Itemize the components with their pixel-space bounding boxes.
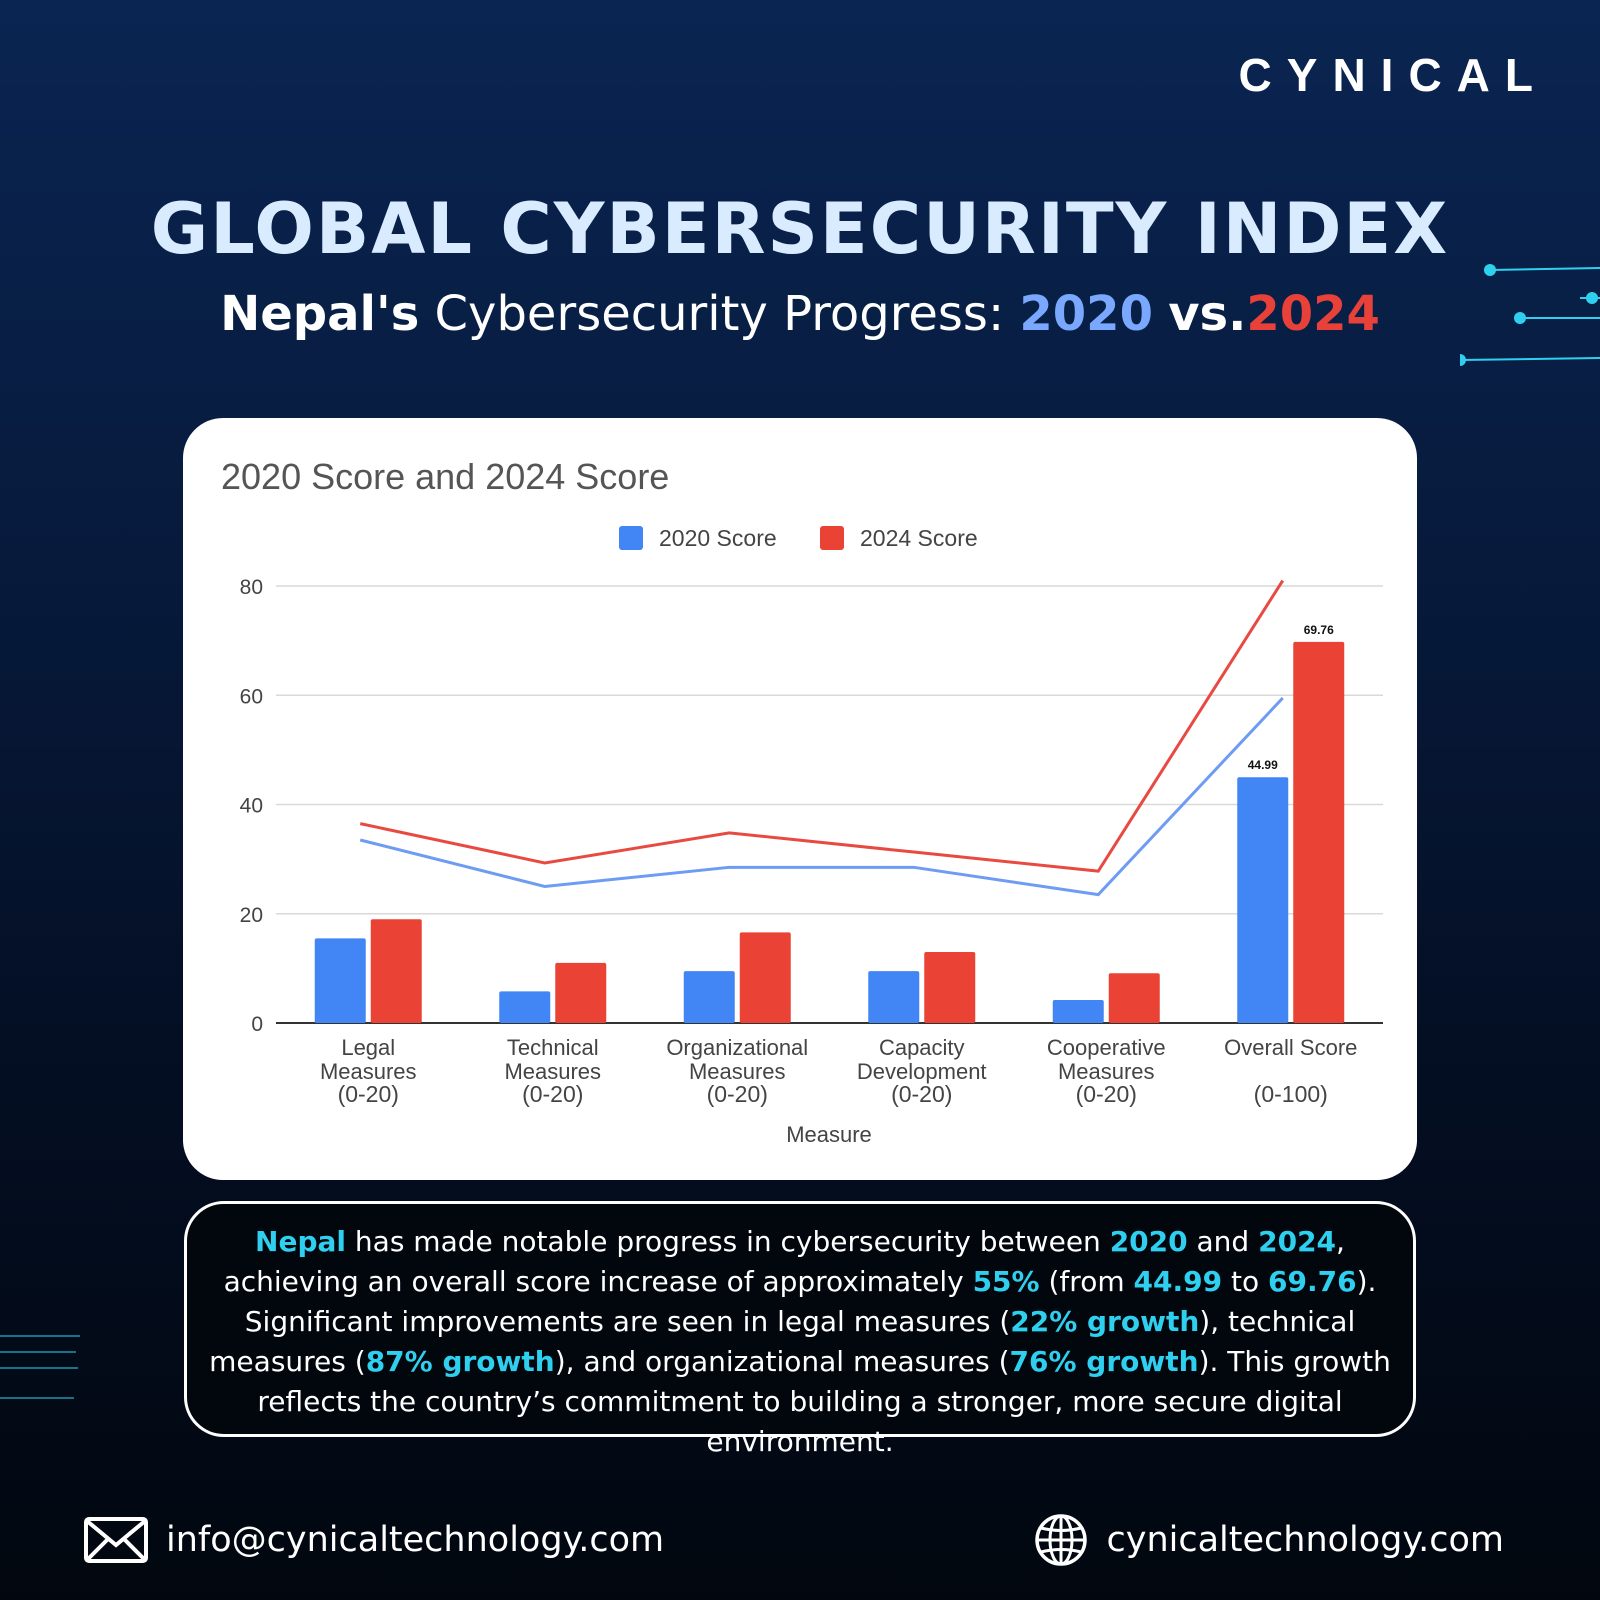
y-tick-label: 80	[240, 576, 263, 599]
bar-2020-1	[499, 991, 551, 1023]
chart-card: 2020 Score and 2024 Score 2020 Score 2024 …	[183, 418, 1417, 1180]
summary-text: Nepal has made notable progress in cyber…	[207, 1222, 1393, 1462]
summary-highlight: 22% growth	[1010, 1305, 1200, 1338]
legend-label-2020: 2020 Score	[659, 525, 777, 551]
x-tick-range: (0-20)	[522, 1081, 583, 1107]
summary-box: Nepal has made notable progress in cyber…	[184, 1201, 1416, 1458]
subtitle-year-2020: 2020	[1019, 286, 1153, 342]
summary-fragment: ). Significant improvements are seen in …	[244, 1265, 1377, 1338]
page-title: GLOBAL CYBERSECURITY INDEX	[150, 188, 1450, 270]
summary-highlight: 76% growth	[1009, 1345, 1199, 1378]
summary-fragment: (from	[1039, 1265, 1134, 1298]
line-decoration-left	[0, 1335, 80, 1399]
y-tick-label: 40	[240, 795, 263, 818]
summary-fragment: has made notable progress in cybersecuri…	[346, 1225, 1110, 1258]
trend-line-2020	[359, 696, 1284, 897]
data-label: 44.99	[1248, 758, 1278, 772]
footer-email[interactable]: info@cynicaltechnology.com	[84, 1510, 664, 1570]
circuit-decoration-right	[1460, 264, 1600, 366]
chart-title: 2020 Score and 2024 Score	[221, 456, 669, 497]
x-tick-label: Cooperative	[1047, 1035, 1166, 1060]
bar-2020-0	[314, 938, 366, 1023]
summary-fragment: ), and organizational measures (	[554, 1345, 1010, 1378]
summary-highlight: Nepal	[255, 1225, 347, 1258]
bar-2020-3	[868, 971, 920, 1023]
x-tick-label: Legal	[341, 1035, 395, 1060]
x-tick-range: (0-20)	[1076, 1081, 1137, 1107]
summary-fragment: ), technical measures (	[209, 1305, 1356, 1378]
x-tick-label: Overall Score	[1224, 1035, 1357, 1060]
subtitle-mid: Cybersecurity Progress:	[434, 286, 1005, 342]
email-text[interactable]: info@cynicaltechnology.com	[166, 1520, 665, 1560]
x-axis-title: Measure	[786, 1122, 872, 1147]
legend-label-2024: 2024 Score	[860, 525, 978, 551]
legend-swatch-2020	[619, 526, 643, 550]
bar-2020-4	[1052, 1000, 1104, 1023]
page-subtitle: Nepal's Cybersecurity Progress: 2020 vs.…	[0, 286, 1600, 342]
x-tick-range: (0-20)	[338, 1081, 399, 1107]
x-tick-label: Measures	[504, 1059, 601, 1084]
x-tick-label: Measures	[320, 1059, 417, 1084]
data-label: 69.76	[1304, 623, 1334, 637]
x-tick-label: Technical	[507, 1035, 599, 1060]
trend-line-2024	[359, 579, 1285, 873]
summary-fragment: and	[1187, 1225, 1259, 1258]
summary-fragment: , achieving an overall score increase of…	[223, 1225, 1345, 1298]
x-tick-range: (0-20)	[891, 1081, 952, 1107]
brand-logo: CYNICAL	[1238, 49, 1548, 101]
summary-highlight: 87% growth	[365, 1345, 555, 1378]
bar-2024-0	[370, 919, 422, 1023]
subtitle-vs: vs.	[1168, 286, 1247, 342]
summary-highlight: 69.76	[1268, 1265, 1357, 1298]
legend-swatch-2024	[820, 526, 844, 550]
summary-fragment: to	[1222, 1265, 1268, 1298]
subtitle-country: Nepal's	[220, 286, 420, 342]
bar-2024-4	[1108, 973, 1160, 1023]
bar-2024-5	[1293, 641, 1345, 1023]
globe-icon	[1035, 1514, 1088, 1566]
bar-2024-1	[555, 962, 607, 1023]
y-tick-label: 0	[251, 1013, 263, 1036]
summary-highlight: 55%	[972, 1265, 1040, 1298]
x-tick-label: Development	[857, 1059, 987, 1084]
x-tick-label: Organizational	[666, 1035, 808, 1060]
score-chart: 2020 Score and 2024 Score 2020 Score 2024 …	[221, 456, 1383, 1147]
x-tick-label: Measures	[689, 1059, 786, 1084]
bar-2024-2	[739, 932, 791, 1023]
x-tick-range: (0-100)	[1254, 1081, 1328, 1107]
summary-fragment: ). This growth reflects the country’s co…	[257, 1345, 1391, 1458]
bar-2020-5	[1237, 777, 1289, 1023]
website-text[interactable]: cynicaltechnology.com	[1106, 1520, 1504, 1560]
bar-2024-3	[924, 951, 976, 1023]
summary-highlight: 2024	[1258, 1225, 1337, 1258]
x-tick-range: (0-20)	[707, 1081, 768, 1107]
bar-2020-2	[683, 971, 735, 1023]
y-tick-label: 60	[240, 685, 263, 708]
y-tick-label: 20	[240, 904, 263, 927]
mail-icon	[84, 1517, 148, 1563]
summary-highlight: 44.99	[1133, 1265, 1223, 1298]
footer-website[interactable]: cynicaltechnology.com	[1034, 1510, 1504, 1570]
x-tick-label: Measures	[1058, 1059, 1155, 1084]
subtitle-year-2024: 2024	[1246, 286, 1380, 342]
summary-highlight: 2020	[1109, 1225, 1188, 1258]
x-tick-label: Capacity	[879, 1035, 965, 1060]
